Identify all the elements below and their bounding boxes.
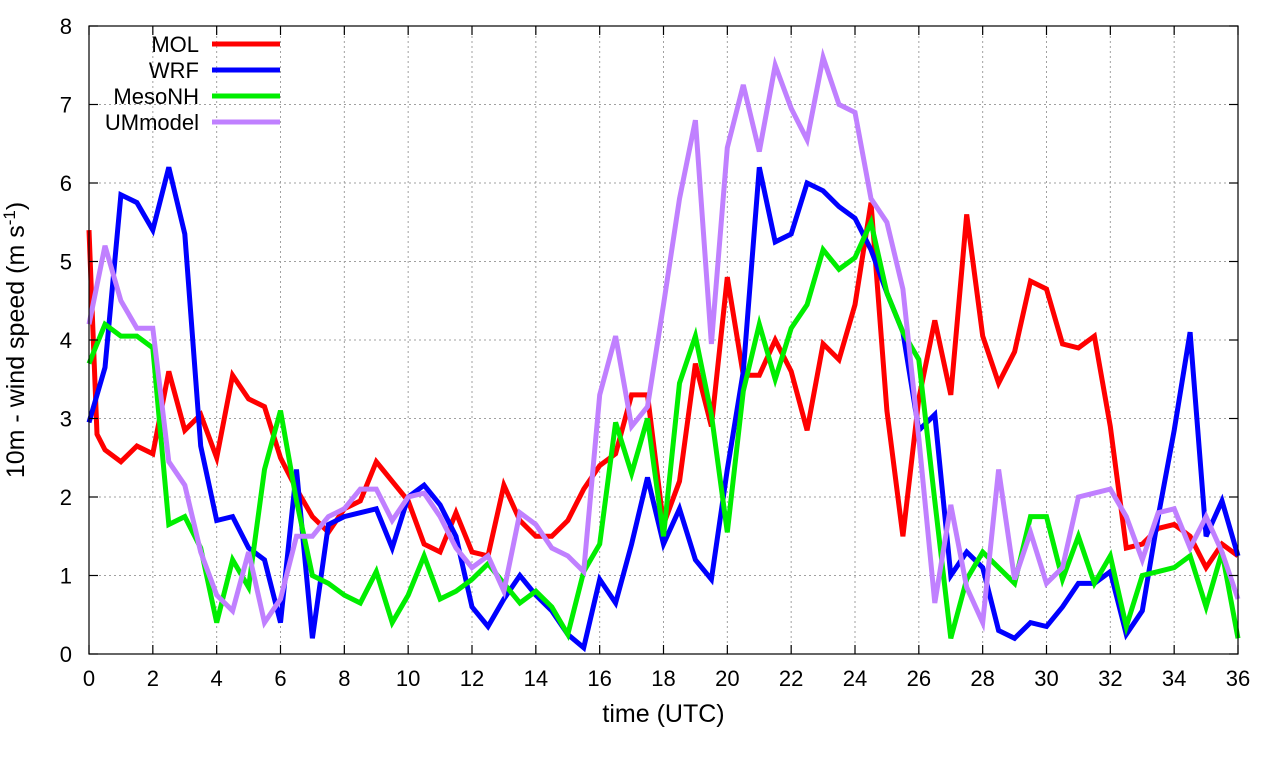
y-tick-labels: 0 1 2 3 4 5 6 7 8: [60, 14, 72, 667]
x-tick-label: 20: [715, 666, 739, 691]
x-tick-label: 24: [843, 666, 867, 691]
x-tick-label: 34: [1162, 666, 1186, 691]
x-axis-label: time (UTC): [602, 700, 724, 728]
legend-label-ummodel: UMmodel: [105, 110, 199, 135]
x-tick-label: 14: [524, 666, 548, 691]
x-tick-labels: 0 2 4 6 8 10 12 14 16 18 20 22 24 26 28 30 32 34 36: [83, 666, 1250, 691]
y-axis-label-superscript: -1: [0, 210, 19, 225]
y-tick-label: 5: [60, 250, 72, 275]
y-tick-label: 4: [60, 328, 72, 353]
x-tick-label: 32: [1098, 666, 1122, 691]
x-tick-label: 0: [83, 666, 95, 691]
x-tick-label: 8: [338, 666, 350, 691]
series-line-wrf: [86, 166, 1241, 653]
x-tick-label: 26: [907, 666, 931, 691]
y-tick-label: 8: [60, 14, 72, 39]
y-tick-label: 2: [60, 485, 72, 510]
series-lines: [86, 47, 1241, 653]
y-axis-label-close: ): [2, 202, 30, 210]
x-tick-label: 2: [147, 666, 159, 691]
x-tick-label: 28: [970, 666, 994, 691]
y-tick-label: 0: [60, 642, 72, 667]
x-tick-label: 16: [587, 666, 611, 691]
y-tick-label: 6: [60, 171, 72, 196]
legend-label-wrf: WRF: [149, 58, 199, 83]
x-tick-label: 22: [779, 666, 803, 691]
y-axis-label: 10m - wind speed (m s-1): [0, 202, 30, 478]
axis-ticks: [88, 25, 1239, 655]
y-tick-label: 1: [60, 564, 72, 589]
y-axis-label-main: 10m - wind speed (m s: [2, 225, 30, 478]
x-tick-label: 10: [396, 666, 420, 691]
x-tick-label: 18: [651, 666, 675, 691]
x-tick-label: 4: [211, 666, 223, 691]
x-tick-label: 36: [1226, 666, 1250, 691]
y-tick-label: 7: [60, 93, 72, 118]
series-line-mesonh: [86, 214, 1241, 641]
legend-label-mol: MOL: [151, 32, 199, 57]
x-tick-label: 6: [274, 666, 286, 691]
y-tick-label: 3: [60, 407, 72, 432]
legend-label-mesonh: MesoNH: [113, 84, 199, 109]
series-line-ummodel: [86, 47, 1241, 633]
x-tick-label: 12: [460, 666, 484, 691]
x-tick-label: 30: [1034, 666, 1058, 691]
